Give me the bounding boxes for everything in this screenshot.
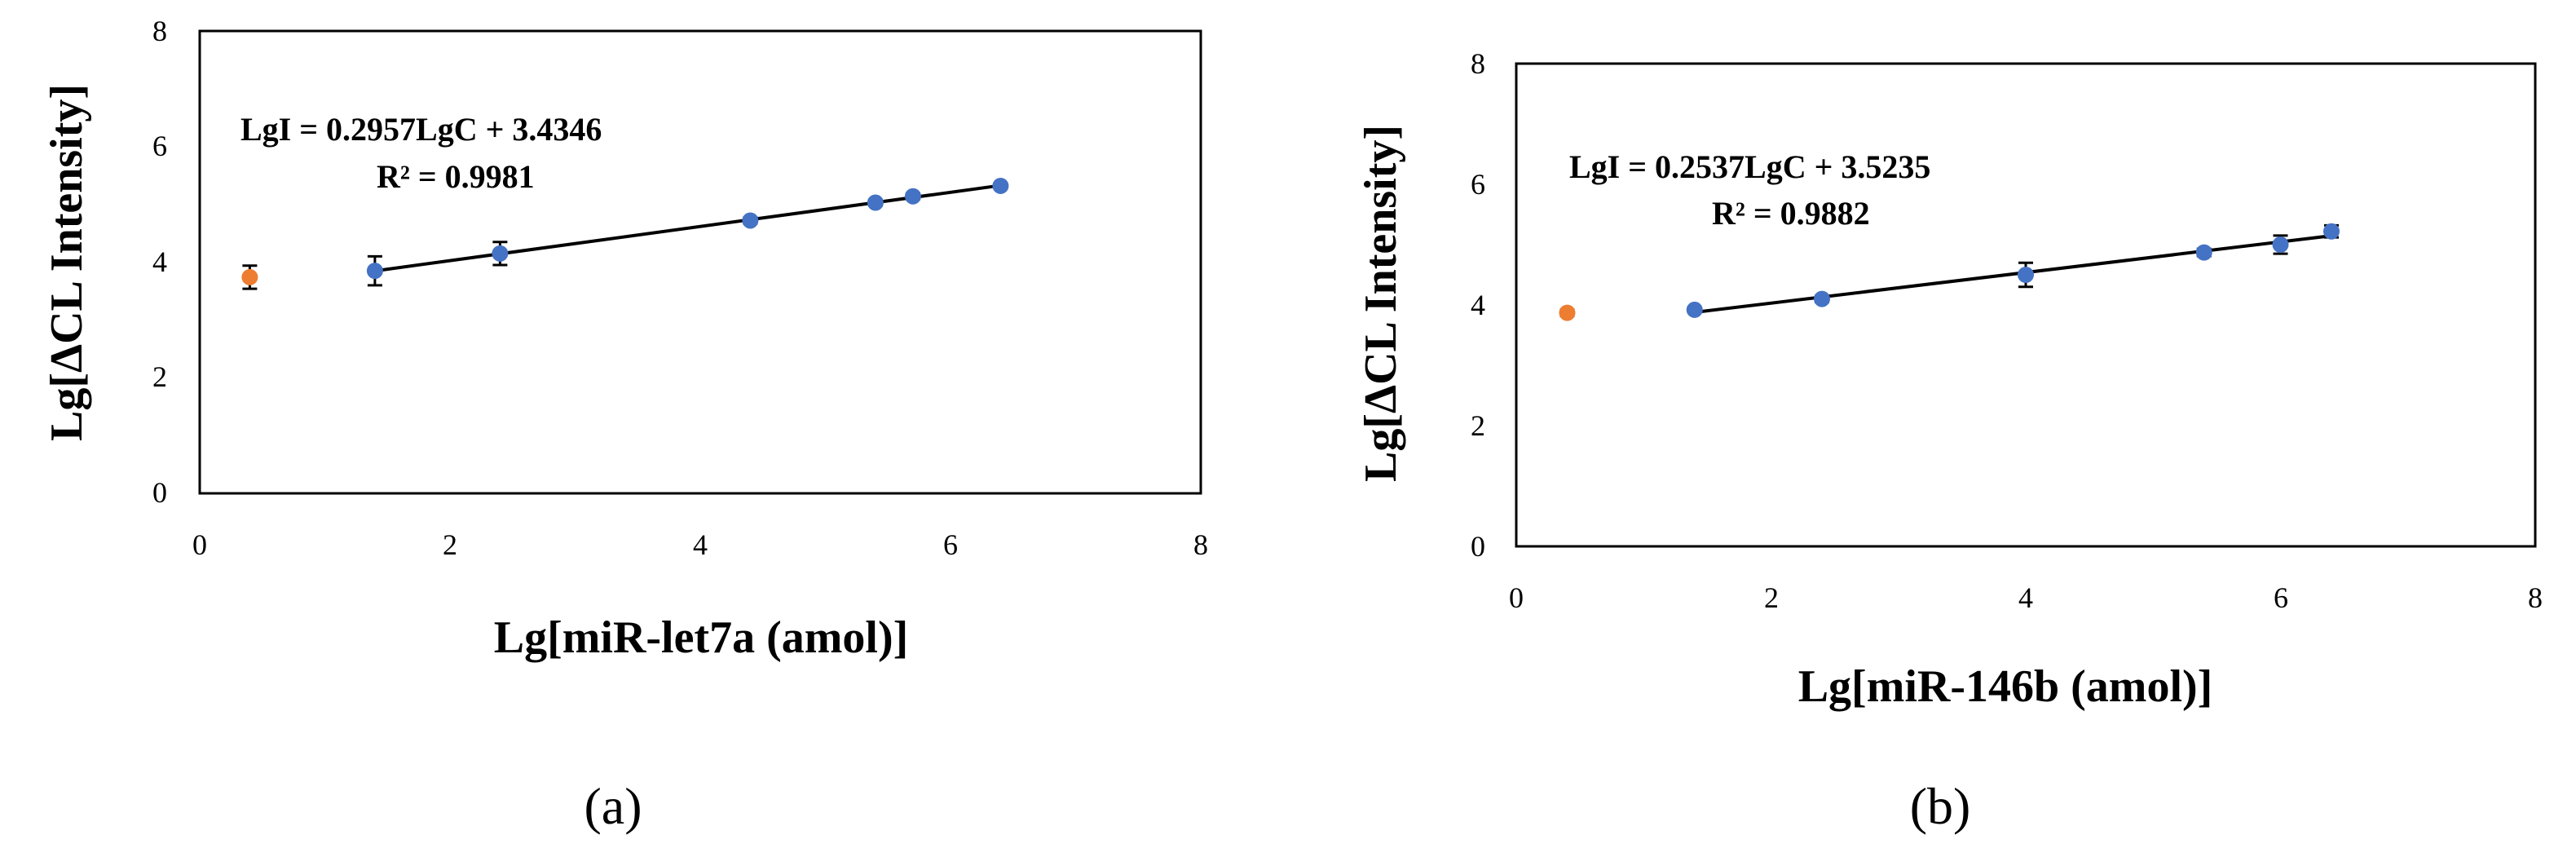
blank-point — [241, 268, 258, 285]
data-point — [2323, 223, 2340, 240]
data-point — [904, 188, 921, 205]
x-tick-label: 6 — [2274, 581, 2288, 614]
data-point — [2018, 267, 2034, 283]
x-tick-label: 4 — [693, 528, 708, 561]
y-tick-label: 2 — [152, 360, 167, 393]
plot-area-frame — [1515, 62, 2537, 548]
y-tick-labels: 0 2 4 6 8 — [1471, 47, 1485, 563]
chart-panel-a: 0 2 4 6 8 0 2 4 6 8 LgI = 0.2957LgC + 3.… — [42, 15, 1208, 835]
y-tick-label: 0 — [1471, 530, 1485, 563]
y-axis-title: Lg[ΔCL Intensity] — [1356, 125, 1406, 482]
trendline-r-squared: R² = 0.9882 — [1712, 195, 1870, 232]
x-tick-label: 6 — [943, 528, 958, 561]
data-marks — [1559, 223, 2340, 321]
y-tick-label: 6 — [152, 130, 167, 162]
data-marks — [241, 177, 1009, 290]
x-tick-label: 8 — [1193, 528, 1208, 561]
data-point — [742, 212, 759, 229]
x-tick-labels: 0 2 4 6 8 — [1509, 581, 2543, 614]
plot-area-frame — [198, 29, 1202, 495]
x-tick-labels: 0 2 4 6 8 — [192, 528, 1208, 561]
data-point — [1686, 301, 1703, 318]
chart-panel-b: 0 2 4 6 8 0 2 4 6 8 LgI = 0.2537LgC + 3.… — [1356, 47, 2543, 835]
x-axis-title: Lg[miR-let7a (amol)] — [494, 612, 909, 663]
blank-point — [1559, 304, 1576, 321]
x-tick-label: 0 — [192, 528, 207, 561]
data-point — [1814, 290, 1830, 307]
x-tick-label: 2 — [443, 528, 457, 561]
data-point — [992, 177, 1009, 194]
y-tick-label: 4 — [1471, 289, 1485, 321]
y-tick-label: 0 — [152, 476, 167, 509]
y-tick-label: 4 — [152, 245, 167, 278]
x-axis-title: Lg[miR-146b (amol)] — [1798, 661, 2213, 712]
trendline-equation: LgI = 0.2537LgC + 3.5235 — [1569, 148, 1930, 185]
trendline-equation: LgI = 0.2957LgC + 3.4346 — [240, 111, 602, 148]
y-axis-title: Lg[ΔCL Intensity] — [42, 84, 92, 441]
data-point — [2195, 244, 2212, 261]
x-tick-label: 0 — [1509, 581, 1524, 614]
panel-caption: (a) — [584, 777, 642, 835]
panel-caption: (b) — [1910, 777, 1971, 835]
x-tick-label: 2 — [1764, 581, 1779, 614]
data-point — [366, 263, 383, 280]
data-point — [2272, 236, 2289, 253]
data-point — [492, 245, 509, 262]
y-tick-label: 8 — [1471, 47, 1485, 80]
y-tick-label: 8 — [152, 15, 167, 47]
trendline — [374, 183, 1001, 273]
trendline — [1694, 234, 2332, 314]
y-tick-label: 6 — [1471, 168, 1485, 201]
x-tick-label: 4 — [2018, 581, 2033, 614]
trendline-r-squared: R² = 0.9981 — [377, 158, 535, 195]
data-point — [867, 194, 884, 211]
x-tick-label: 8 — [2528, 581, 2543, 614]
y-tick-label: 2 — [1471, 409, 1485, 442]
y-tick-labels: 0 2 4 6 8 — [152, 15, 167, 509]
